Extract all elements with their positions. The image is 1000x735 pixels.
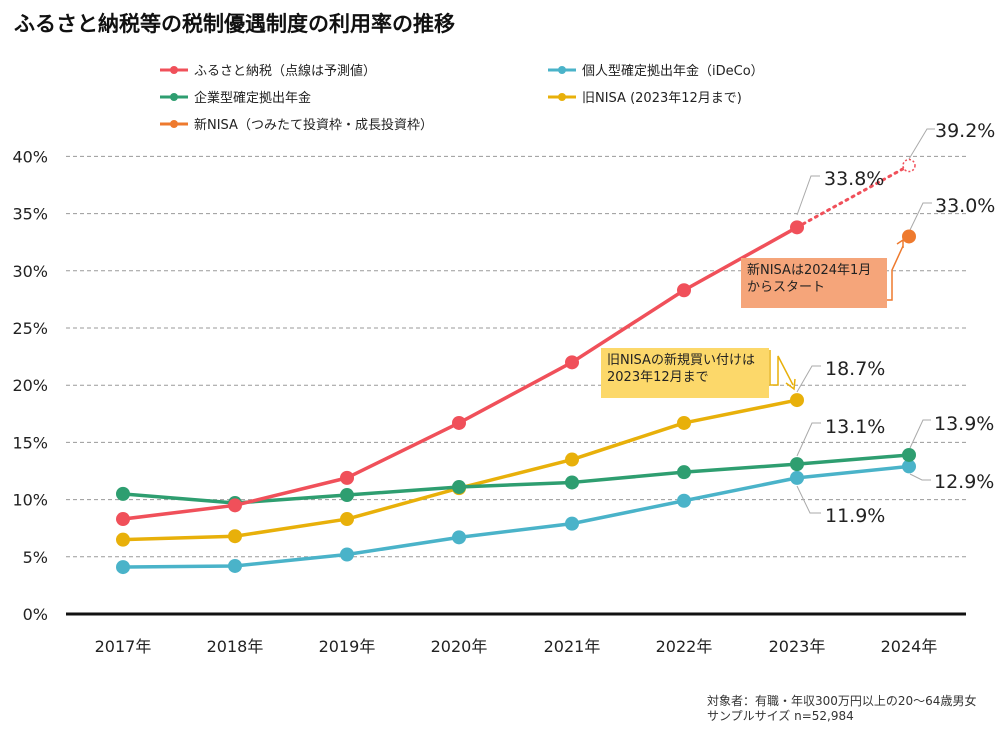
old-nisa-arrowhead	[785, 378, 796, 391]
data-point	[790, 457, 804, 472]
leader-line	[796, 422, 821, 457]
data-label: 39.2%	[935, 120, 995, 142]
x-axis-ticks: 2017年 2018年 2019年 2020年 2021年 2022年 2023年 2024年	[95, 637, 938, 656]
chart-title: ふるさと納税等の税制優遇制度の利用率の推移	[14, 12, 455, 36]
label-leader-lines	[796, 128, 935, 514]
footnote: 対象者：有職・年収300万円以上の20〜64歳男女 サンプルサイズ n=52,9…	[707, 694, 976, 724]
data-point	[340, 470, 354, 485]
data-point	[116, 532, 130, 547]
data-point	[565, 452, 579, 467]
data-point	[902, 459, 916, 474]
data-point	[340, 547, 354, 562]
data-point	[677, 465, 691, 480]
leader-line	[909, 202, 932, 231]
leader-line	[796, 175, 820, 216]
y-tick-label: 10%	[12, 491, 48, 510]
data-label: 13.9%	[934, 413, 994, 435]
data-point	[452, 415, 466, 430]
y-tick-label: 5%	[23, 548, 48, 567]
data-point	[452, 530, 466, 545]
leader-line	[909, 473, 931, 481]
legend-marker-4	[170, 120, 178, 128]
footnote-sample-size: サンプルサイズ n=52,984	[707, 709, 854, 723]
y-tick-label: 35%	[12, 205, 48, 224]
data-point	[790, 470, 804, 485]
data-point	[116, 512, 130, 527]
data-label: 18.7%	[825, 358, 885, 380]
data-point	[340, 488, 354, 503]
data-label: 33.0%	[935, 195, 995, 217]
x-tick-label: 2021年	[544, 637, 601, 656]
x-tick-label: 2023年	[769, 637, 826, 656]
y-tick-label: 30%	[12, 262, 48, 281]
data-point	[228, 558, 242, 573]
x-tick-label: 2022年	[656, 637, 713, 656]
leader-line	[909, 419, 931, 449]
y-tick-label: 25%	[12, 319, 48, 338]
legend-label-2: 企業型確定拠出年金	[194, 90, 311, 106]
data-point	[902, 229, 916, 244]
x-tick-label: 2024年	[881, 637, 938, 656]
data-point	[677, 493, 691, 508]
x-tick-label: 2019年	[319, 637, 376, 656]
y-tick-label: 20%	[12, 376, 48, 395]
data-label: 13.1%	[825, 416, 885, 438]
data-point	[902, 447, 916, 462]
y-tick-label: 40%	[12, 147, 48, 166]
data-labels: 39.2% 33.8% 33.0% 18.7% 13.1% 13.9% 12.9% 11.9%	[824, 120, 995, 527]
data-point	[452, 480, 466, 495]
footnote-target: 対象者：有職・年収300万円以上の20〜64歳男女	[707, 694, 977, 708]
data-point	[340, 512, 354, 527]
legend-marker-1	[558, 66, 566, 74]
legend-label-1: 個人型確定拠出年金（iDeCo）	[582, 63, 764, 79]
x-tick-label: 2017年	[95, 637, 152, 656]
series-forecast-line-0	[795, 164, 911, 229]
data-label: 11.9%	[825, 505, 885, 527]
legend-label-3: 旧NISA (2023年12月まで)	[582, 91, 742, 106]
data-point	[116, 560, 130, 575]
legend-label-4: 新NISA（つみたて投資枠・成長投資枠）	[194, 117, 433, 133]
leader-line	[796, 365, 821, 393]
legend-marker-3	[558, 93, 566, 101]
data-point	[565, 355, 579, 370]
data-point	[228, 529, 242, 544]
x-tick-label: 2018年	[207, 637, 264, 656]
legend-marker-2	[170, 93, 178, 101]
data-point	[228, 498, 242, 513]
old-nisa-callout: 旧NISAの新規買い付けは2023年12月まで	[601, 348, 769, 398]
data-label: 33.8%	[824, 168, 884, 190]
data-point	[565, 475, 579, 490]
old-nisa-arrow	[769, 350, 794, 386]
new-nisa-arrowhead	[896, 238, 904, 248]
series-lines	[116, 158, 916, 575]
legend-label-0: ふるさと納税（点線は予測値）	[194, 63, 376, 79]
data-point	[677, 415, 691, 430]
data-label: 12.9%	[934, 471, 994, 493]
x-tick-label: 2020年	[431, 637, 488, 656]
y-axis-ticks: 0% 5% 10% 15% 20% 25% 30% 35% 40%	[12, 147, 48, 624]
forecast-marker	[902, 158, 916, 173]
new-nisa-callout: 新NISAは2024年1月からスタート	[741, 258, 887, 308]
data-point	[790, 393, 804, 408]
data-point	[677, 283, 691, 298]
gridlines	[66, 155, 966, 558]
data-point	[116, 486, 130, 501]
leader-line	[796, 485, 821, 514]
y-tick-label: 0%	[23, 605, 48, 624]
series-line-1	[122, 464, 910, 569]
data-point	[790, 220, 804, 235]
y-tick-label: 15%	[12, 433, 48, 452]
leader-line	[908, 128, 935, 160]
legend-marker-0	[170, 66, 178, 74]
legend: ふるさと納税（点線は予測値） 個人型確定拠出年金（iDeCo） 企業型確定拠出年金 旧…	[160, 63, 764, 133]
data-point	[565, 516, 579, 531]
